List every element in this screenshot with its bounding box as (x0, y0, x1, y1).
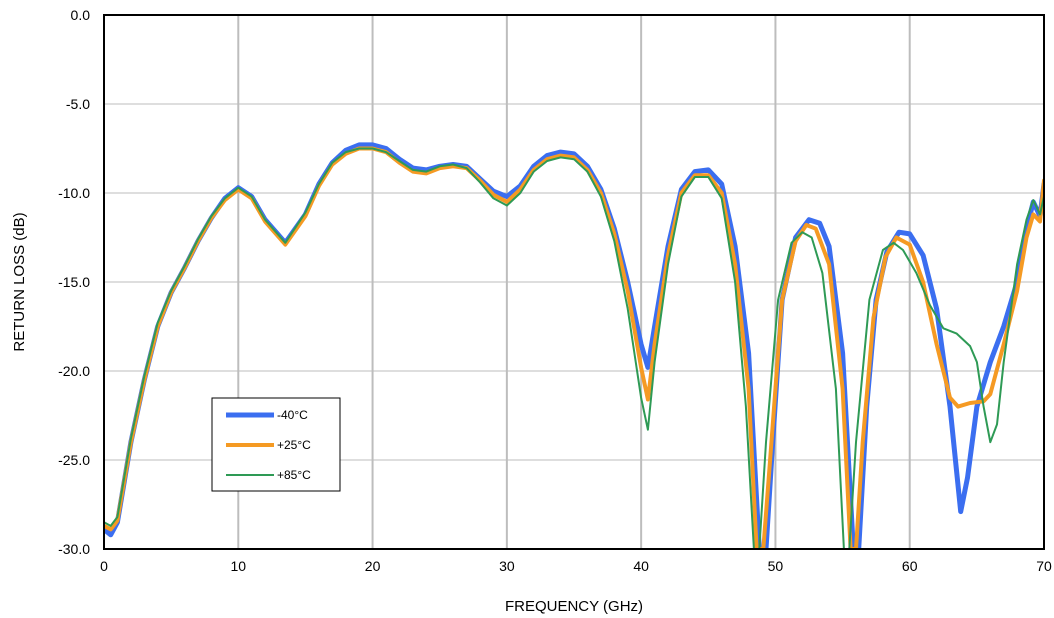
y-axis-title: RETURN LOSS (dB) (11, 212, 28, 351)
y-tick-label: -25.0 (58, 452, 90, 468)
x-tick-label: 60 (902, 558, 918, 574)
series-line-1 (104, 146, 1044, 549)
x-tick-label: 30 (499, 558, 515, 574)
x-tick-label: 50 (768, 558, 784, 574)
y-tick-label: -10.0 (58, 185, 90, 201)
legend: -40°C +25°C +85°C (211, 397, 341, 492)
legend-label-series-2: +85°C (277, 468, 311, 482)
x-tick-label: 70 (1036, 558, 1052, 574)
y-tick-label: -30.0 (58, 541, 90, 557)
x-tick-label: 10 (230, 558, 246, 574)
y-tick-label: 0.0 (71, 7, 91, 23)
series-line-2 (104, 147, 1044, 549)
plot-frame (103, 14, 1045, 550)
tick-labels: 0 10 20 30 40 50 60 70 0.0 -5.0 -10.0 -15.0 -20.0 -25… (58, 7, 1052, 574)
legend-label-series-1: +25°C (277, 438, 311, 452)
x-tick-label: 40 (633, 558, 649, 574)
legend-label-series-0: -40°C (277, 408, 308, 422)
x-axis-title: FREQUENCY (GHz) (505, 598, 643, 615)
x-tick-label: 20 (365, 558, 381, 574)
series-lines (104, 142, 1044, 549)
y-tick-label: -5.0 (66, 96, 90, 112)
y-tick-label: -20.0 (58, 363, 90, 379)
x-tick-label: 0 (100, 558, 108, 574)
y-tick-label: -15.0 (58, 274, 90, 290)
